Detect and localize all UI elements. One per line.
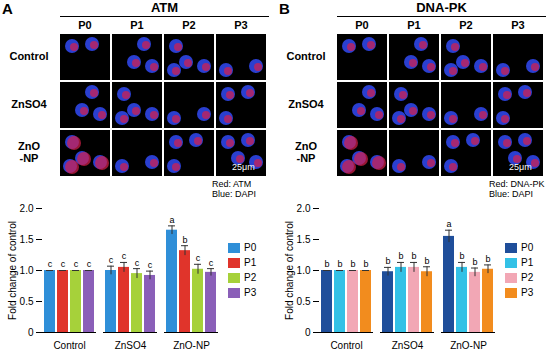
html-text:P2: P2 — [459, 19, 473, 31]
svg-text:c: c — [122, 251, 127, 261]
html-text:ZnSO4: ZnSO4 — [288, 98, 324, 110]
svg-text:ZnO-NP: ZnO-NP — [173, 340, 210, 351]
svg-text:b: b — [350, 259, 355, 269]
html-text:P0: P0 — [244, 242, 257, 253]
html-text:P2: P2 — [521, 272, 534, 283]
svg-text:0.5: 0.5 — [20, 296, 34, 307]
html-text:Control: Control — [286, 50, 326, 62]
html-text:P0: P0 — [521, 242, 534, 253]
html-text:ZnO: ZnO — [18, 140, 40, 152]
svg-text:c: c — [148, 260, 153, 270]
html-text:P3: P3 — [234, 19, 248, 31]
svg-text:Control: Control — [330, 340, 362, 351]
svg-text:2.0: 2.0 — [20, 203, 34, 214]
html-text:Red: DNA-PK: Red: DNA-PK — [489, 179, 545, 189]
html-text:ATM: ATM — [150, 0, 179, 15]
html-text:Blue: DAPI: Blue: DAPI — [212, 189, 256, 199]
svg-text:2.0: 2.0 — [297, 203, 311, 214]
svg-text:c: c — [48, 259, 53, 269]
html-text:A: A — [2, 0, 13, 17]
svg-text:b: b — [385, 256, 390, 266]
html-text:P2: P2 — [182, 19, 196, 31]
html-text:P1: P1 — [407, 19, 421, 31]
svg-text:b: b — [485, 254, 490, 264]
svg-text:ZnO-NP: ZnO-NP — [450, 340, 487, 351]
svg-text:Fold change of control: Fold change of control — [7, 221, 18, 320]
svg-text:b: b — [424, 256, 429, 266]
html-text:-NP: -NP — [296, 152, 316, 164]
html-text:P1: P1 — [130, 19, 144, 31]
svg-text:b: b — [472, 257, 477, 267]
svg-text:b: b — [411, 251, 416, 261]
html-text:Control: Control — [9, 50, 49, 62]
svg-text:c: c — [61, 259, 66, 269]
svg-text:ZnSO4: ZnSO4 — [392, 340, 424, 351]
svg-text:c: c — [196, 253, 201, 263]
html-text:P3: P3 — [511, 19, 525, 31]
svg-text:c: c — [109, 255, 114, 265]
html-text:P3: P3 — [244, 287, 257, 298]
html-text:P3: P3 — [521, 287, 534, 298]
svg-text:b: b — [324, 259, 329, 269]
svg-text:b: b — [459, 251, 464, 261]
svg-text:b: b — [363, 259, 368, 269]
svg-text:b: b — [337, 259, 342, 269]
svg-text:b: b — [398, 251, 403, 261]
svg-text:1.0: 1.0 — [297, 265, 311, 276]
svg-text:0.5: 0.5 — [297, 296, 311, 307]
svg-text:1.5: 1.5 — [297, 234, 311, 245]
svg-text:ZnSO4: ZnSO4 — [115, 340, 147, 351]
html-text:P0: P0 — [355, 19, 369, 31]
html-text:ZnO: ZnO — [295, 140, 317, 152]
html-text:ZnSO4: ZnSO4 — [11, 98, 47, 110]
html-text:P1: P1 — [244, 257, 257, 268]
html-text:B: B — [279, 0, 290, 17]
svg-text:a: a — [446, 219, 451, 229]
html-text:P1: P1 — [521, 257, 534, 268]
svg-text:Control: Control — [53, 340, 85, 351]
svg-text:c: c — [209, 258, 214, 268]
svg-text:b: b — [182, 235, 187, 245]
svg-text:c: c — [135, 258, 140, 268]
svg-text:1.5: 1.5 — [20, 234, 34, 245]
svg-text:c: c — [74, 259, 79, 269]
svg-text:a: a — [169, 215, 174, 225]
html-text:25μm: 25μm — [232, 162, 255, 172]
html-text:Red: ATM: Red: ATM — [212, 179, 252, 189]
svg-text:0: 0 — [28, 327, 34, 338]
html-text:Blue: DAPI: Blue: DAPI — [489, 189, 533, 199]
html-text:P2: P2 — [244, 272, 257, 283]
svg-text:Fold change of control: Fold change of control — [284, 221, 295, 320]
svg-text:1.0: 1.0 — [20, 265, 34, 276]
html-text:-NP: -NP — [19, 152, 39, 164]
svg-text:0: 0 — [305, 327, 311, 338]
html-text:P0: P0 — [78, 19, 92, 31]
svg-text:c: c — [87, 259, 92, 269]
html-text:DNA-PK: DNA-PK — [416, 0, 467, 15]
html-text:25μm: 25μm — [509, 162, 532, 172]
